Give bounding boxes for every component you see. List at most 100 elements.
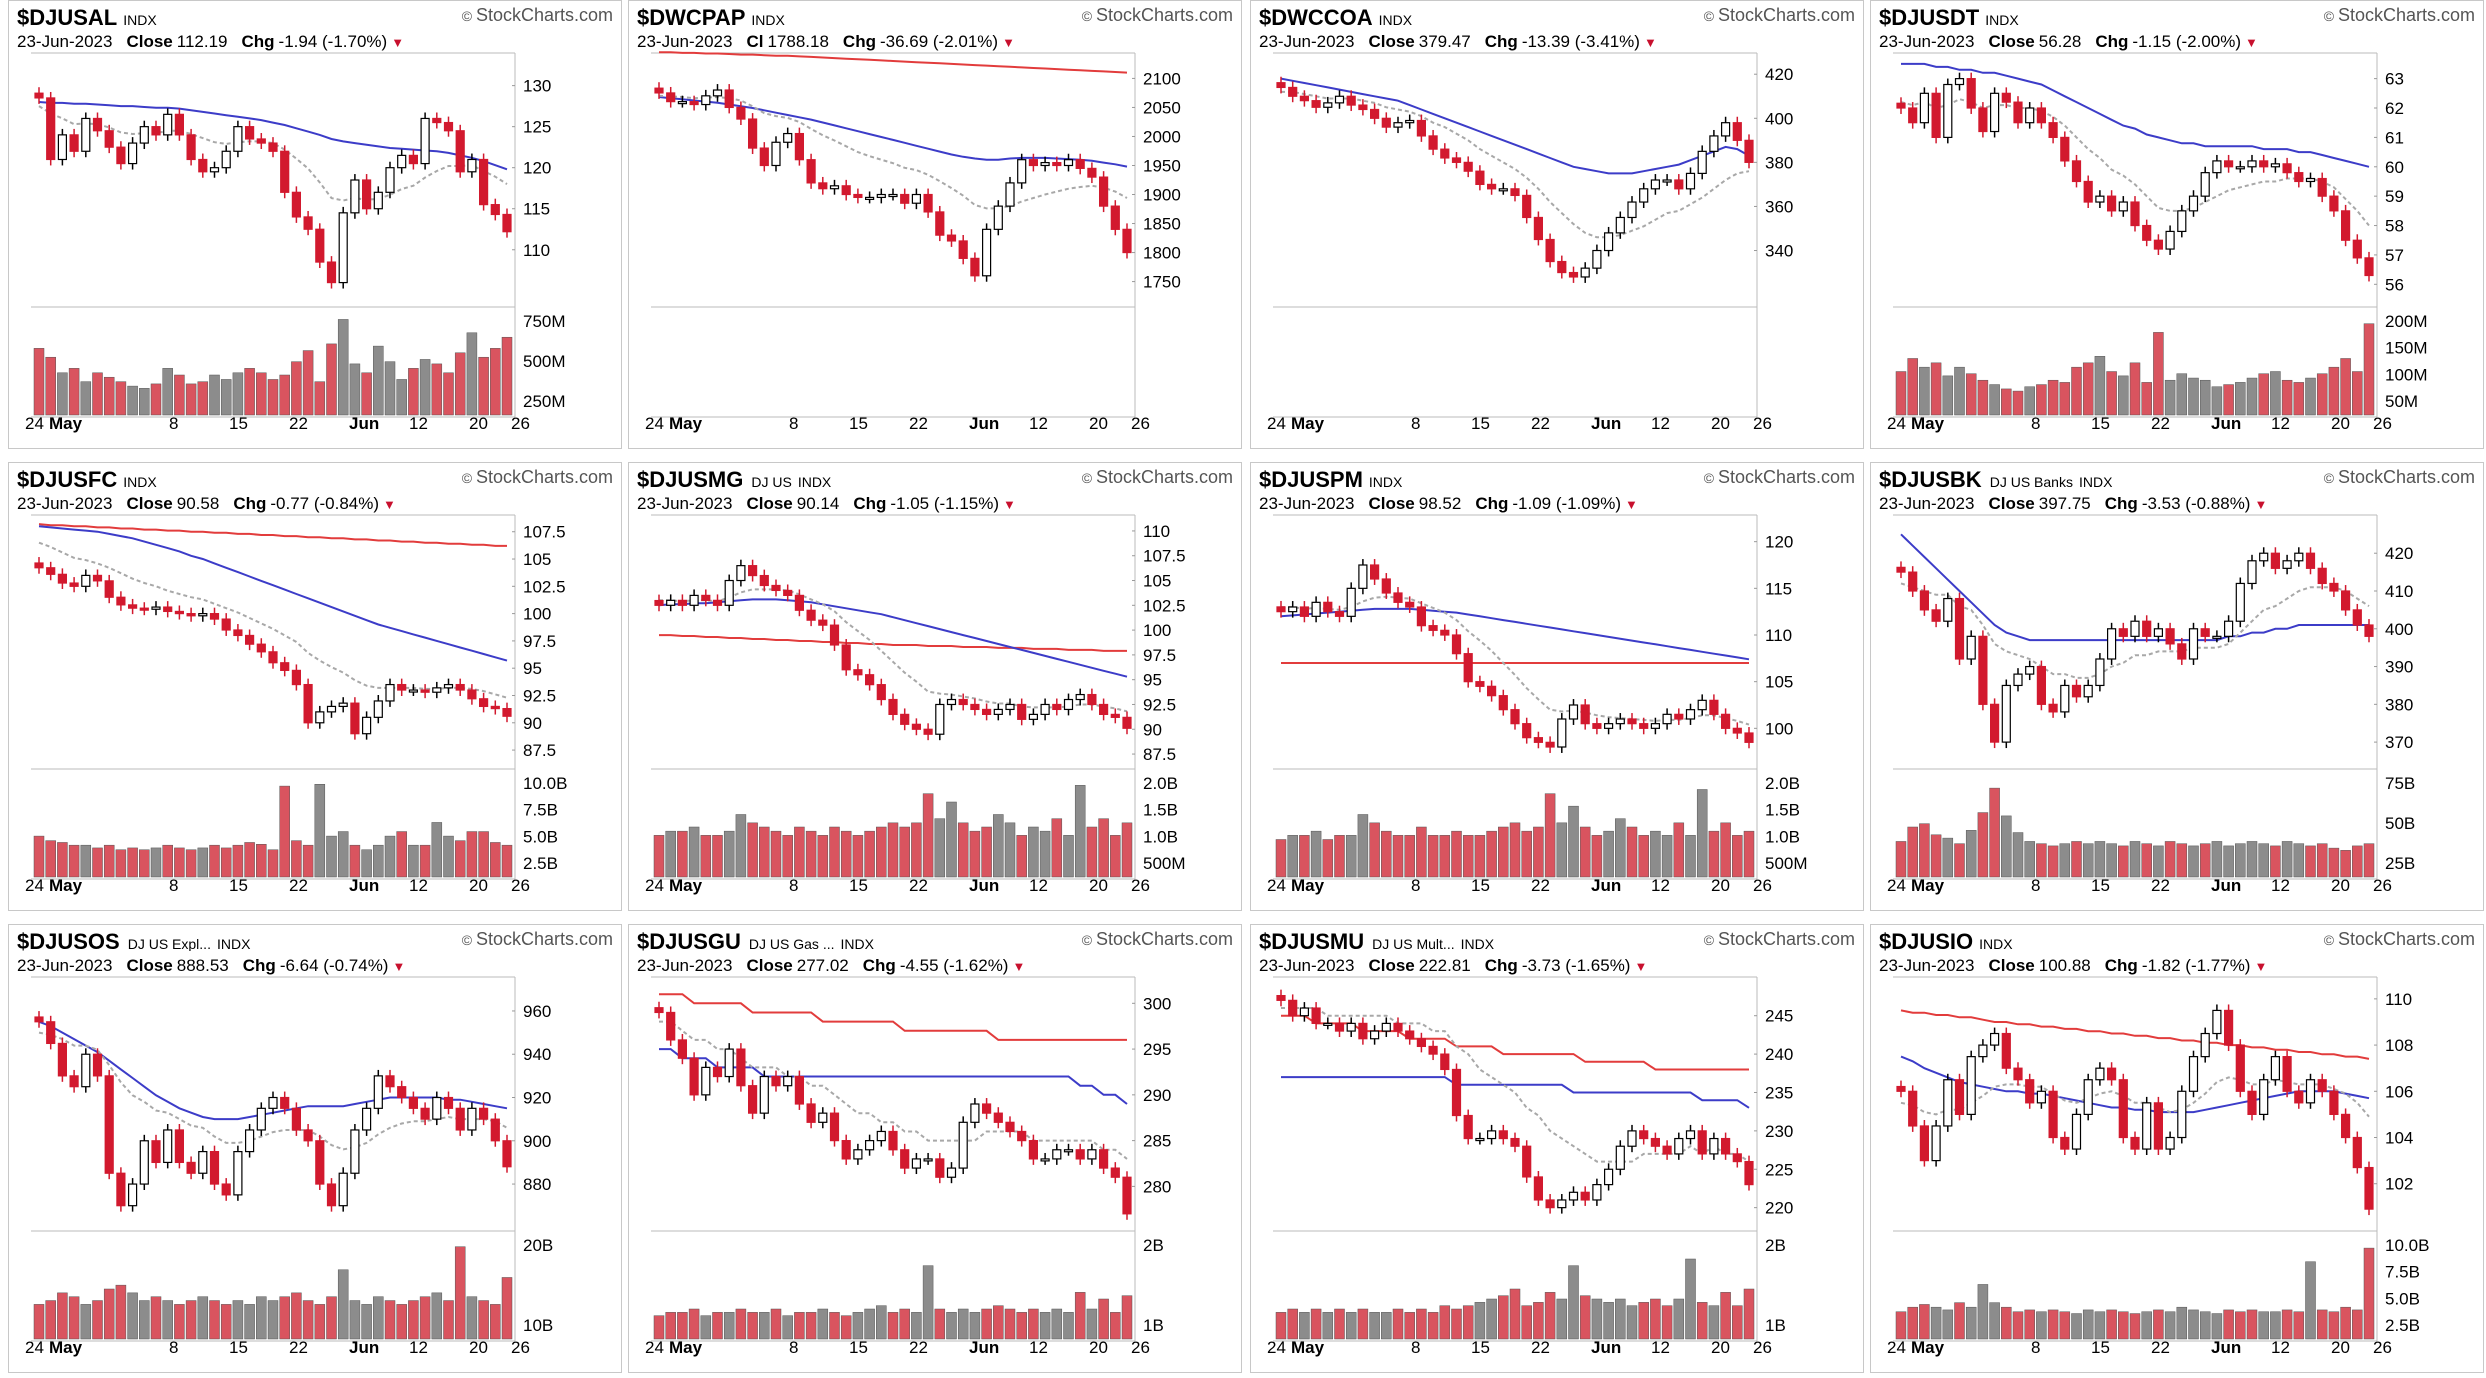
volume-bar	[220, 379, 232, 416]
description-label: DJ US Expl...	[127, 936, 211, 951]
volume-tick-label: 500M	[1765, 854, 1808, 873]
chart-panel-djuspm[interactable]: $DJUSPM INDX © StockCharts.com 23-Jun-2023 C…	[1250, 462, 1864, 911]
candle-body	[291, 191, 301, 218]
candle-body	[1896, 1085, 1906, 1092]
chart-panel-djusbk[interactable]: $DJUSBK DJ US Banks INDX © StockCharts.com 2…	[1870, 462, 2484, 911]
price-tick-label: 115	[1765, 579, 1792, 598]
candle-body	[1099, 1149, 1109, 1169]
candle-body	[1604, 232, 1614, 252]
candle-body	[2001, 92, 2011, 103]
chart-panel-dwccoa[interactable]: $DWCCOA INDX © StockCharts.com 23-Jun-2023 C…	[1250, 0, 1864, 449]
candle-body	[2165, 628, 2175, 645]
candle-body	[1931, 92, 1941, 138]
price-tick-label: 960	[523, 1002, 551, 1021]
candle-body	[946, 1167, 957, 1178]
candle-body	[2364, 624, 2374, 637]
candle-body	[1674, 1137, 1684, 1155]
candle-body	[1381, 117, 1391, 128]
volume-bar	[688, 1308, 700, 1340]
candle-body	[677, 1039, 688, 1059]
x-axis-label: 8	[1411, 1338, 1420, 1357]
volume-bar	[1369, 1312, 1380, 1340]
price-tick-label: 97.5	[1143, 646, 1176, 665]
candle-body	[1908, 1090, 1918, 1127]
candle-body	[1709, 135, 1719, 152]
volume-bar	[1334, 1308, 1345, 1340]
volume-bar	[946, 1312, 957, 1340]
volume-bar	[454, 352, 466, 416]
x-axis-label: 15	[1471, 414, 1490, 433]
volume-bar	[969, 1312, 981, 1340]
candle-body	[806, 159, 816, 184]
quote-line: 23-Jun-2023 Close 379.47 Chg -13.39 (-3.41%)…	[1259, 32, 1855, 52]
candle-body	[1662, 1145, 1672, 1155]
candle-body	[432, 1096, 442, 1120]
candle-body	[408, 154, 418, 165]
chart-panel-djusdt[interactable]: $DJUSDT INDX © StockCharts.com 23-Jun-2023 C…	[1870, 0, 2484, 449]
x-axis-label: 24	[645, 414, 664, 433]
chart-panel-djusal[interactable]: $DJUSAL INDX © StockCharts.com 23-Jun-2023 C…	[8, 0, 622, 449]
description-label: DJ US Gas ...	[748, 936, 835, 951]
volume-bar	[361, 372, 372, 416]
chart-panel-djusmg[interactable]: $DJUSMG DJ US INDX © StockCharts.com 23-Jun-…	[628, 462, 1242, 911]
candle-body	[923, 1158, 933, 1162]
volume-tick-label: 10B	[523, 1316, 553, 1335]
volume-bar	[1474, 1302, 1486, 1340]
fast-moving-average-line	[658, 94, 1128, 210]
candle-body	[701, 594, 711, 601]
volume-bar	[2012, 390, 2024, 416]
volume-bar	[1275, 1312, 1287, 1340]
candle-body	[993, 708, 1003, 715]
chart-panel-djusmu[interactable]: $DJUSMU DJ US Mult... INDX © StockCharts.co…	[1250, 924, 1864, 1373]
candle-body	[2294, 552, 2304, 562]
brand-label: StockCharts.com	[1717, 929, 1855, 949]
chart-panel-djusos[interactable]: $DJUSOS DJ US Expl... INDX © StockCharts.co…	[8, 924, 622, 1373]
x-axis-label: 22	[289, 876, 308, 895]
chart-panel-djusgu[interactable]: $DJUSGU DJ US Gas ... INDX © StockCharts.co…	[628, 924, 1242, 1373]
quote-line: 23-Jun-2023 Close 277.02 Chg -4.55 (-1.62%) ▼	[637, 956, 1233, 976]
chart-panel-djusfc[interactable]: $DJUSFC INDX © StockCharts.com 23-Jun-2023 C…	[8, 462, 622, 911]
close-label: Close	[126, 494, 173, 513]
fast-moving-average-line	[1900, 582, 2370, 679]
candle-body	[2083, 684, 2093, 698]
x-axis-label: 20	[1089, 1338, 1108, 1357]
price-tick-label: 95	[523, 659, 542, 678]
x-axis-label: 24	[1267, 414, 1286, 433]
volume-bar	[68, 368, 80, 416]
brand-label: StockCharts.com	[1095, 467, 1233, 487]
x-axis-label: 12	[409, 1338, 428, 1357]
candle-body	[1005, 703, 1015, 711]
x-axis-label: 15	[849, 414, 868, 433]
candle-body	[1568, 271, 1579, 278]
candle-body	[2153, 1102, 2163, 1150]
candle-body	[1510, 1137, 1520, 1147]
price-tick-label: 87.5	[1143, 745, 1176, 764]
price-tick-label: 108	[2385, 1036, 2413, 1055]
x-axis-label: 26	[1753, 414, 1772, 433]
volume-bar	[1016, 835, 1027, 878]
candle-body	[2341, 590, 2351, 611]
candle-body	[1919, 590, 1930, 611]
x-axis-label: 26	[2373, 876, 2392, 895]
candle-body	[946, 234, 957, 242]
candle-body	[2071, 684, 2082, 698]
candle-body	[2270, 552, 2280, 569]
price-tick-label: 115	[523, 200, 550, 219]
candle-body	[1369, 1030, 1380, 1040]
change-value: -13.39 (-3.41%)	[1521, 32, 1640, 51]
x-axis-label: May	[1291, 876, 1325, 895]
candle-body	[853, 1149, 863, 1160]
volume-bar	[2293, 843, 2305, 878]
volume-bar	[68, 1296, 80, 1340]
volume-bar	[1357, 1308, 1369, 1340]
chart-panel-djusio[interactable]: $DJUSIO INDX © StockCharts.com 23-Jun-2023 C…	[1870, 924, 2484, 1373]
candle-body	[163, 606, 173, 613]
volume-bar	[220, 1304, 232, 1340]
chart-header: $DJUSAL INDX	[17, 5, 613, 27]
candle-body	[397, 683, 407, 691]
candle-body	[338, 702, 348, 708]
candle-body	[1428, 135, 1438, 150]
candle-body	[139, 607, 149, 611]
chart-panel-dwcpap[interactable]: $DWCPAP INDX © StockCharts.com 23-Jun-2023 C…	[628, 0, 1242, 449]
change-value: -1.82 (-1.77%)	[2141, 956, 2251, 975]
